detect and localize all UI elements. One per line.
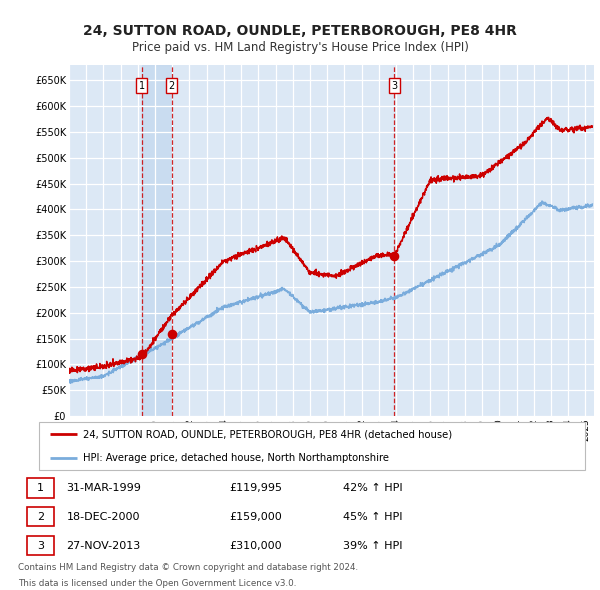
Text: 1: 1 [37,483,44,493]
Text: HPI: Average price, detached house, North Northamptonshire: HPI: Average price, detached house, Nort… [83,453,389,463]
Text: This data is licensed under the Open Government Licence v3.0.: This data is licensed under the Open Gov… [18,579,296,588]
Point [167,329,176,339]
Text: 24, SUTTON ROAD, OUNDLE, PETERBOROUGH, PE8 4HR (detached house): 24, SUTTON ROAD, OUNDLE, PETERBOROUGH, P… [83,429,452,439]
Text: Price paid vs. HM Land Registry's House Price Index (HPI): Price paid vs. HM Land Registry's House … [131,41,469,54]
FancyBboxPatch shape [26,478,54,497]
Text: 27-NOV-2013: 27-NOV-2013 [67,540,140,550]
Text: 45% ↑ HPI: 45% ↑ HPI [343,512,403,522]
Point [137,349,147,359]
Text: 18-DEC-2000: 18-DEC-2000 [67,512,140,522]
Text: 2: 2 [169,81,175,91]
Text: 3: 3 [37,540,44,550]
Text: 39% ↑ HPI: 39% ↑ HPI [343,540,403,550]
Point [389,251,399,261]
Bar [142,65,172,416]
Text: £310,000: £310,000 [229,540,281,550]
Text: 42% ↑ HPI: 42% ↑ HPI [343,483,403,493]
Text: 1: 1 [139,81,145,91]
FancyBboxPatch shape [39,422,585,470]
FancyBboxPatch shape [26,536,54,555]
Text: 3: 3 [391,81,397,91]
Text: £119,995: £119,995 [229,483,282,493]
Text: 24, SUTTON ROAD, OUNDLE, PETERBOROUGH, PE8 4HR: 24, SUTTON ROAD, OUNDLE, PETERBOROUGH, P… [83,24,517,38]
Text: 31-MAR-1999: 31-MAR-1999 [67,483,142,493]
Text: 2: 2 [37,512,44,522]
FancyBboxPatch shape [26,507,54,526]
Text: £159,000: £159,000 [229,512,281,522]
Text: Contains HM Land Registry data © Crown copyright and database right 2024.: Contains HM Land Registry data © Crown c… [18,563,358,572]
